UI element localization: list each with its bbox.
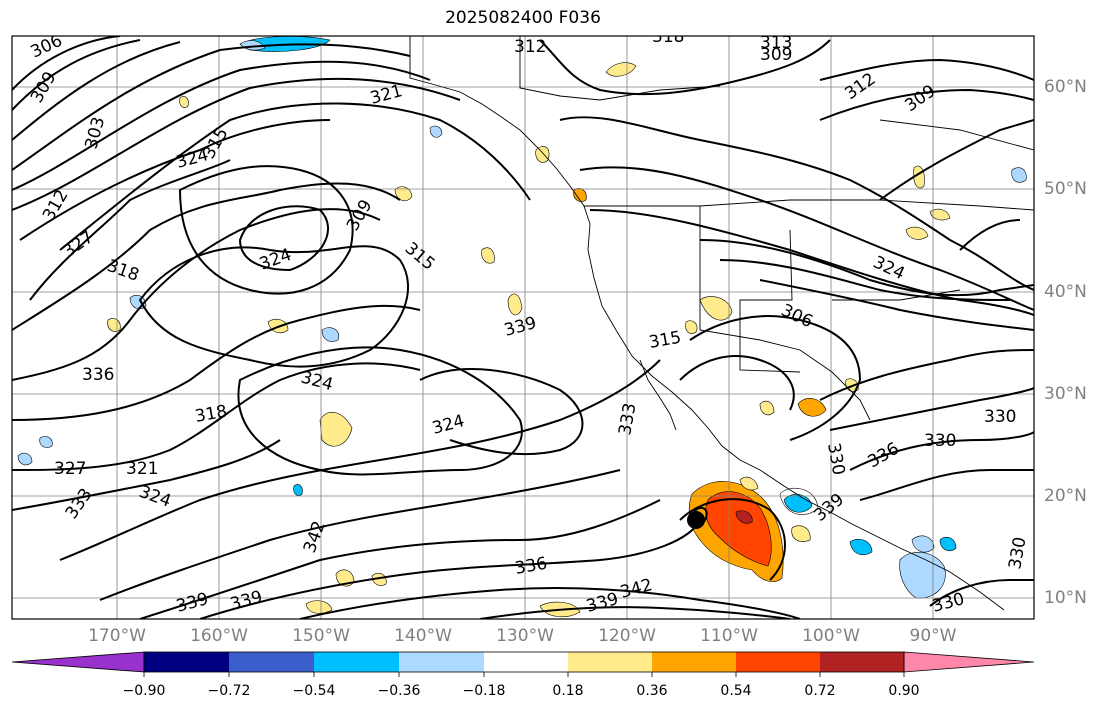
lat-label: 20°N bbox=[1044, 486, 1087, 506]
colorbar-bin bbox=[820, 652, 904, 672]
colorbar-bin bbox=[314, 652, 399, 672]
colorbar-bin bbox=[229, 652, 314, 672]
lat-label: 10°N bbox=[1044, 588, 1087, 608]
colorbar-bin bbox=[144, 652, 229, 672]
coastlines bbox=[409, 36, 1034, 611]
contour-lines bbox=[12, 36, 1034, 619]
colorbar-extend-low bbox=[11, 651, 145, 673]
colorbar-bin bbox=[484, 652, 568, 672]
colorbar-bin bbox=[652, 652, 736, 672]
contour-label: 313 bbox=[760, 33, 792, 53]
colorbar-tick-label: 0.54 bbox=[720, 683, 752, 699]
colorbar-tick-label: −0.36 bbox=[377, 683, 421, 699]
lon-label: 130°W bbox=[496, 626, 554, 646]
lat-label: 50°N bbox=[1044, 179, 1087, 199]
contour-label: 318 bbox=[652, 27, 684, 47]
shaded-field bbox=[17, 36, 1027, 618]
contour-label: 330 bbox=[924, 431, 956, 451]
colorbar-tick-label: −0.18 bbox=[462, 683, 506, 699]
lon-label: 150°W bbox=[292, 626, 350, 646]
graticule bbox=[12, 36, 1034, 619]
lon-label: 100°W bbox=[802, 626, 860, 646]
lon-label: 160°W bbox=[190, 626, 248, 646]
colorbar-tick-label: 0.90 bbox=[888, 683, 920, 699]
lon-label: 110°W bbox=[700, 626, 758, 646]
contour-label: 330 bbox=[984, 407, 1016, 427]
contour-label: 336 bbox=[82, 365, 114, 385]
colorbar-tick-label: −0.72 bbox=[207, 683, 251, 699]
colorbar-bin bbox=[736, 652, 820, 672]
lon-label: 140°W bbox=[394, 626, 452, 646]
contour-label: 321 bbox=[126, 459, 158, 479]
map-frame bbox=[11, 35, 1035, 620]
storm-center-icon bbox=[687, 506, 708, 529]
colorbar-bin bbox=[399, 652, 484, 672]
contour-label: 309 bbox=[760, 45, 792, 65]
colorbar-tick-label: 0.18 bbox=[552, 683, 584, 699]
lon-label: 170°W bbox=[88, 626, 146, 646]
lat-label: 60°N bbox=[1044, 77, 1087, 97]
lat-label: 40°N bbox=[1044, 282, 1087, 302]
contour-label: 312 bbox=[514, 37, 546, 57]
figure-title: 2025082400 F036 bbox=[445, 8, 601, 28]
colorbar-tick-label: −0.90 bbox=[122, 683, 166, 699]
colorbar-tick-label: 0.36 bbox=[636, 683, 668, 699]
lon-label: 120°W bbox=[598, 626, 656, 646]
colorbar-bin bbox=[568, 652, 652, 672]
colorbar-tick-label: −0.54 bbox=[292, 683, 336, 699]
lon-label: 90°W bbox=[909, 626, 957, 646]
lat-label: 30°N bbox=[1044, 384, 1087, 404]
colorbar-extend-high bbox=[903, 651, 1035, 673]
colorbar-tick-label: 0.72 bbox=[804, 683, 836, 699]
colorbar bbox=[11, 651, 1035, 677]
contour-label: 327 bbox=[54, 459, 86, 479]
